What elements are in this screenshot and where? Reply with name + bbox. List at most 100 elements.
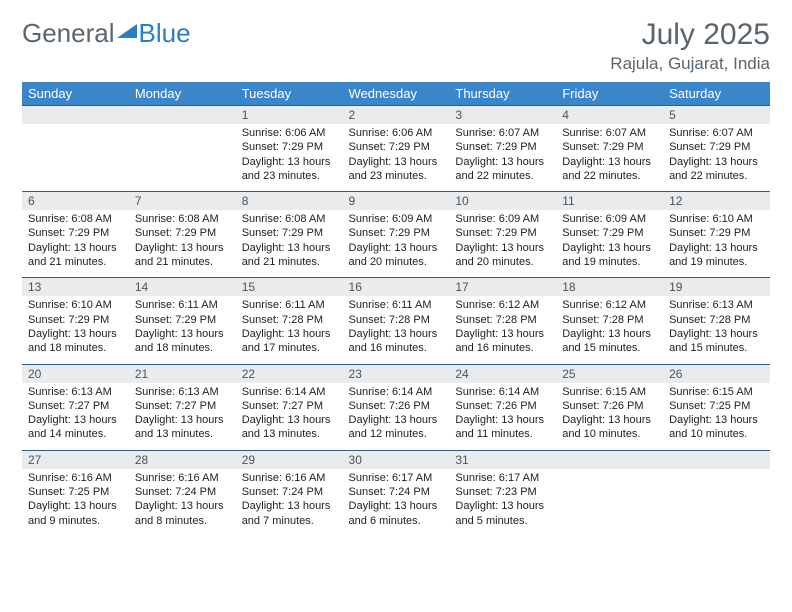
location-text: Rajula, Gujarat, India	[610, 54, 770, 74]
sunset-line: Sunset: 7:27 PM	[28, 399, 123, 413]
sunrise-line: Sunrise: 6:11 AM	[135, 298, 230, 312]
calendar-day-cell: 28Sunrise: 6:16 AMSunset: 7:24 PMDayligh…	[129, 450, 236, 536]
sunrise-line: Sunrise: 6:10 AM	[669, 212, 764, 226]
sunset-line: Sunset: 7:29 PM	[28, 226, 123, 240]
sunset-line: Sunset: 7:27 PM	[242, 399, 337, 413]
day-number: 24	[449, 365, 556, 383]
day-content	[22, 124, 129, 176]
sunrise-line: Sunrise: 6:11 AM	[242, 298, 337, 312]
sunrise-line: Sunrise: 6:12 AM	[455, 298, 550, 312]
calendar-week-row: 6Sunrise: 6:08 AMSunset: 7:29 PMDaylight…	[22, 192, 770, 278]
daylight-line: Daylight: 13 hours and 16 minutes.	[455, 327, 550, 356]
day-content: Sunrise: 6:08 AMSunset: 7:29 PMDaylight:…	[236, 210, 343, 277]
sunset-line: Sunset: 7:24 PM	[135, 485, 230, 499]
sunrise-line: Sunrise: 6:09 AM	[562, 212, 657, 226]
weekday-header: Saturday	[663, 82, 770, 106]
sunset-line: Sunset: 7:28 PM	[349, 313, 444, 327]
day-number: 15	[236, 278, 343, 296]
daylight-line: Daylight: 13 hours and 18 minutes.	[135, 327, 230, 356]
calendar-day-cell: 25Sunrise: 6:15 AMSunset: 7:26 PMDayligh…	[556, 364, 663, 450]
day-number: 25	[556, 365, 663, 383]
day-number: 17	[449, 278, 556, 296]
day-content: Sunrise: 6:14 AMSunset: 7:26 PMDaylight:…	[343, 383, 450, 450]
day-content: Sunrise: 6:09 AMSunset: 7:29 PMDaylight:…	[449, 210, 556, 277]
weekday-header: Wednesday	[343, 82, 450, 106]
day-number: 7	[129, 192, 236, 210]
day-number: 27	[22, 451, 129, 469]
day-number: 1	[236, 106, 343, 124]
daylight-line: Daylight: 13 hours and 10 minutes.	[669, 413, 764, 442]
sunset-line: Sunset: 7:23 PM	[455, 485, 550, 499]
daylight-line: Daylight: 13 hours and 15 minutes.	[562, 327, 657, 356]
calendar-day-cell: 29Sunrise: 6:16 AMSunset: 7:24 PMDayligh…	[236, 450, 343, 536]
sunrise-line: Sunrise: 6:15 AM	[669, 385, 764, 399]
sunset-line: Sunset: 7:29 PM	[669, 140, 764, 154]
calendar-day-cell: 30Sunrise: 6:17 AMSunset: 7:24 PMDayligh…	[343, 450, 450, 536]
daylight-line: Daylight: 13 hours and 16 minutes.	[349, 327, 444, 356]
daylight-line: Daylight: 13 hours and 22 minutes.	[562, 155, 657, 184]
month-title: July 2025	[610, 18, 770, 52]
day-number: 29	[236, 451, 343, 469]
sunset-line: Sunset: 7:29 PM	[28, 313, 123, 327]
sunset-line: Sunset: 7:24 PM	[349, 485, 444, 499]
calendar-day-cell: 31Sunrise: 6:17 AMSunset: 7:23 PMDayligh…	[449, 450, 556, 536]
sunset-line: Sunset: 7:25 PM	[28, 485, 123, 499]
day-content: Sunrise: 6:07 AMSunset: 7:29 PMDaylight:…	[449, 124, 556, 191]
calendar-day-cell: 17Sunrise: 6:12 AMSunset: 7:28 PMDayligh…	[449, 278, 556, 364]
day-content: Sunrise: 6:10 AMSunset: 7:29 PMDaylight:…	[663, 210, 770, 277]
day-content: Sunrise: 6:12 AMSunset: 7:28 PMDaylight:…	[449, 296, 556, 363]
day-content: Sunrise: 6:15 AMSunset: 7:26 PMDaylight:…	[556, 383, 663, 450]
daylight-line: Daylight: 13 hours and 13 minutes.	[135, 413, 230, 442]
calendar-day-cell: 9Sunrise: 6:09 AMSunset: 7:29 PMDaylight…	[343, 192, 450, 278]
sunset-line: Sunset: 7:26 PM	[562, 399, 657, 413]
sunrise-line: Sunrise: 6:07 AM	[562, 126, 657, 140]
sunrise-line: Sunrise: 6:17 AM	[349, 471, 444, 485]
day-content: Sunrise: 6:09 AMSunset: 7:29 PMDaylight:…	[343, 210, 450, 277]
calendar-day-cell: 14Sunrise: 6:11 AMSunset: 7:29 PMDayligh…	[129, 278, 236, 364]
sunrise-line: Sunrise: 6:13 AM	[28, 385, 123, 399]
day-number: 21	[129, 365, 236, 383]
sunrise-line: Sunrise: 6:12 AM	[562, 298, 657, 312]
day-content: Sunrise: 6:11 AMSunset: 7:28 PMDaylight:…	[343, 296, 450, 363]
daylight-line: Daylight: 13 hours and 20 minutes.	[455, 241, 550, 270]
daylight-line: Daylight: 13 hours and 23 minutes.	[242, 155, 337, 184]
calendar-day-cell: 20Sunrise: 6:13 AMSunset: 7:27 PMDayligh…	[22, 364, 129, 450]
calendar-day-cell	[129, 106, 236, 192]
day-number: 5	[663, 106, 770, 124]
calendar-day-cell: 21Sunrise: 6:13 AMSunset: 7:27 PMDayligh…	[129, 364, 236, 450]
calendar-day-cell: 10Sunrise: 6:09 AMSunset: 7:29 PMDayligh…	[449, 192, 556, 278]
day-number	[129, 106, 236, 124]
day-content: Sunrise: 6:17 AMSunset: 7:24 PMDaylight:…	[343, 469, 450, 536]
day-number: 10	[449, 192, 556, 210]
daylight-line: Daylight: 13 hours and 11 minutes.	[455, 413, 550, 442]
sunset-line: Sunset: 7:29 PM	[455, 140, 550, 154]
calendar-day-cell: 15Sunrise: 6:11 AMSunset: 7:28 PMDayligh…	[236, 278, 343, 364]
day-number: 28	[129, 451, 236, 469]
sunset-line: Sunset: 7:29 PM	[562, 140, 657, 154]
calendar-body: 1Sunrise: 6:06 AMSunset: 7:29 PMDaylight…	[22, 106, 770, 536]
day-number: 19	[663, 278, 770, 296]
day-number: 6	[22, 192, 129, 210]
calendar-day-cell: 26Sunrise: 6:15 AMSunset: 7:25 PMDayligh…	[663, 364, 770, 450]
day-number: 16	[343, 278, 450, 296]
calendar-day-cell: 8Sunrise: 6:08 AMSunset: 7:29 PMDaylight…	[236, 192, 343, 278]
day-number: 14	[129, 278, 236, 296]
daylight-line: Daylight: 13 hours and 22 minutes.	[669, 155, 764, 184]
calendar-day-cell	[22, 106, 129, 192]
day-number: 31	[449, 451, 556, 469]
daylight-line: Daylight: 13 hours and 21 minutes.	[242, 241, 337, 270]
sunrise-line: Sunrise: 6:08 AM	[135, 212, 230, 226]
sunrise-line: Sunrise: 6:07 AM	[455, 126, 550, 140]
weekday-header: Thursday	[449, 82, 556, 106]
calendar-day-cell: 1Sunrise: 6:06 AMSunset: 7:29 PMDaylight…	[236, 106, 343, 192]
sunset-line: Sunset: 7:28 PM	[562, 313, 657, 327]
day-content: Sunrise: 6:08 AMSunset: 7:29 PMDaylight:…	[22, 210, 129, 277]
day-number: 23	[343, 365, 450, 383]
page-header: GeneralBlue July 2025 Rajula, Gujarat, I…	[22, 18, 770, 74]
day-content: Sunrise: 6:07 AMSunset: 7:29 PMDaylight:…	[556, 124, 663, 191]
daylight-line: Daylight: 13 hours and 14 minutes.	[28, 413, 123, 442]
sunset-line: Sunset: 7:29 PM	[455, 226, 550, 240]
daylight-line: Daylight: 13 hours and 10 minutes.	[562, 413, 657, 442]
sunrise-line: Sunrise: 6:14 AM	[455, 385, 550, 399]
daylight-line: Daylight: 13 hours and 18 minutes.	[28, 327, 123, 356]
